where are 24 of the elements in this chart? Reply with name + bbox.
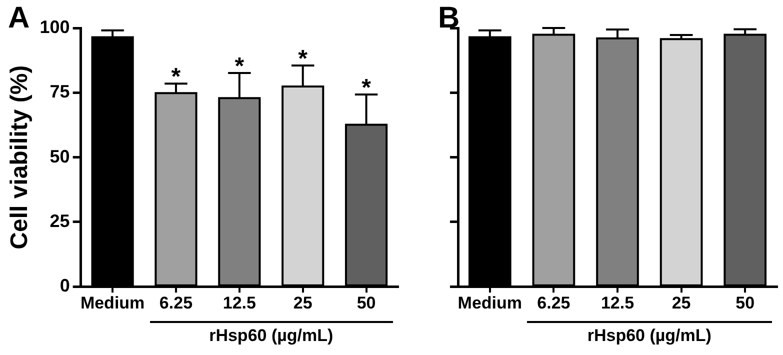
x-tick-label: 50 [356,293,376,312]
y-tick-label: 50 [50,146,70,166]
x-axis-title: rHsp60 (µg/mL) [209,326,334,346]
x-tick-label: 25 [672,293,691,312]
annotation: * [234,52,245,80]
y-tick-label: 0 [60,276,70,296]
x-tick-label: 12.5 [600,293,634,312]
annotation: * [171,64,182,91]
y-tick-label: 25 [50,210,70,231]
chart-title: B [438,1,460,34]
x-tick-label: 12.5 [222,293,256,312]
x-tick-label: 50 [736,293,755,312]
x-tick-label: 6.25 [537,293,570,312]
x-tick-label: Medium [458,293,522,312]
annotation: * [362,74,372,102]
y-axis-title: Cell viability (%) [6,65,34,250]
x-tick-label: 25 [293,293,312,312]
y-tick-label: 100 [40,16,70,37]
y-tick-label: 75 [50,82,70,102]
chart-title: A [8,1,30,34]
x-tick-label: 6.25 [159,293,193,312]
x-tick-label: Medium [80,293,145,312]
x-axis-title: rHsp60 (µg/mL) [587,326,712,346]
annotation: * [298,45,308,72]
